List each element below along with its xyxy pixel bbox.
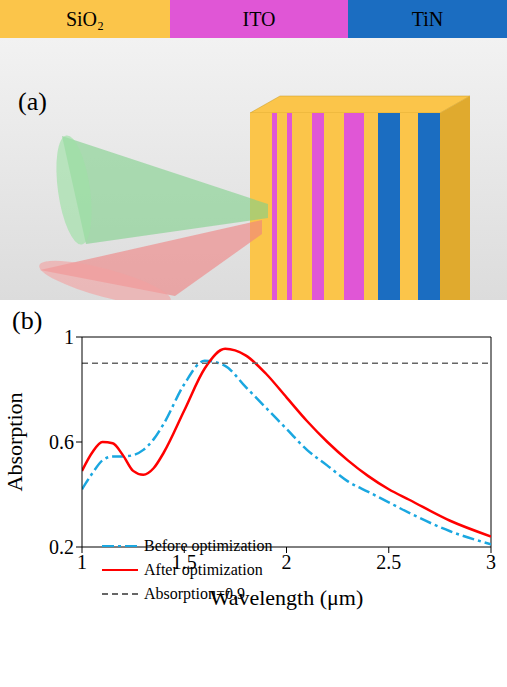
svg-text:1.5: 1.5	[172, 551, 197, 573]
svg-text:3: 3	[486, 551, 496, 573]
svg-text:1: 1	[64, 326, 74, 348]
svg-text:Wavelength (μm): Wavelength (μm)	[210, 585, 364, 610]
svg-text:0.6: 0.6	[49, 431, 74, 453]
svg-text:0.2: 0.2	[49, 536, 74, 558]
svg-text:1: 1	[77, 551, 87, 573]
svg-text:Absorption: Absorption	[2, 393, 27, 492]
svg-text:(a): (a)	[18, 87, 47, 116]
svg-text:2.5: 2.5	[376, 551, 401, 573]
svg-text:2: 2	[282, 551, 292, 573]
